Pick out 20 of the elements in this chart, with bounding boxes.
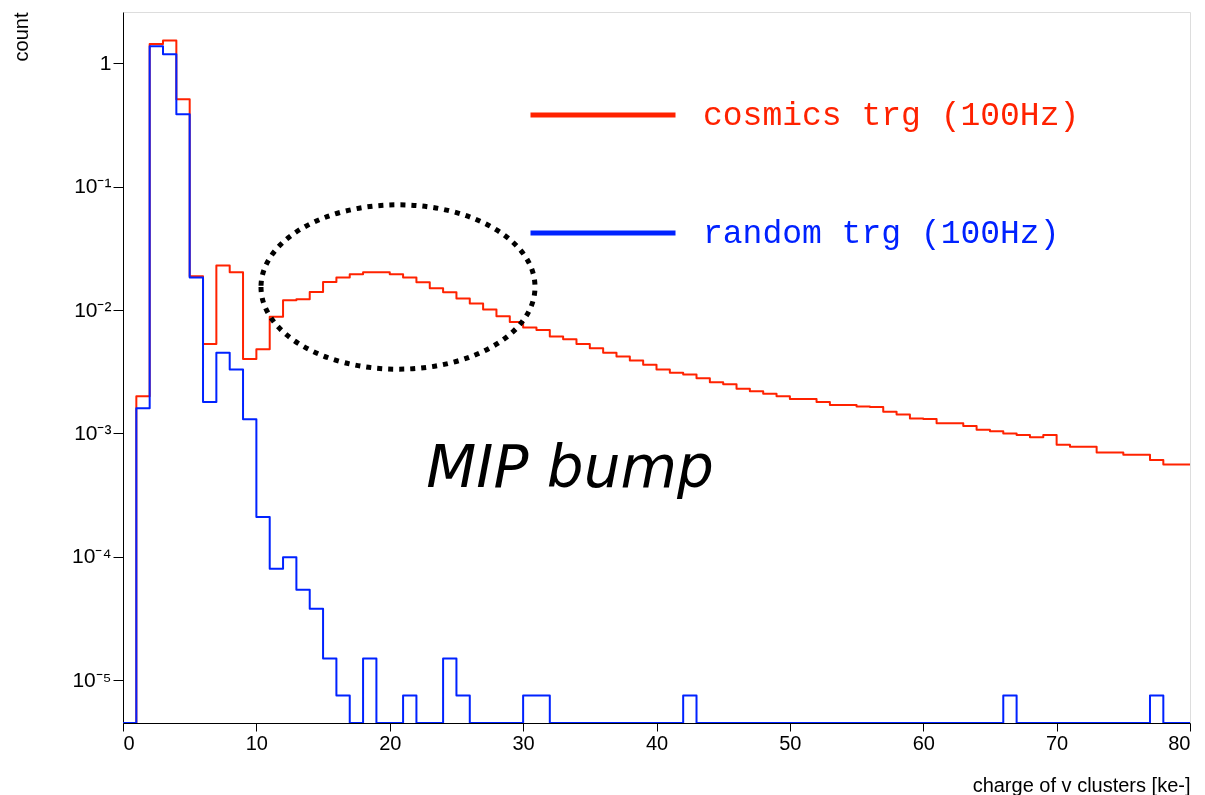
x-tick-label: 30 bbox=[512, 731, 535, 754]
y-tick-label: 10⁻² bbox=[74, 297, 112, 321]
y-tick-label: 10⁻⁵ bbox=[72, 667, 112, 691]
y-tick-label: 10⁻³ bbox=[74, 420, 112, 444]
y-tick-label: 1 bbox=[99, 50, 112, 74]
x-tick-label: 60 bbox=[912, 731, 935, 754]
y-axis-title: count bbox=[9, 12, 32, 62]
x-tick-label: 10 bbox=[245, 731, 268, 754]
x-tick-label: 50 bbox=[779, 731, 802, 754]
x-axis-title: charge of v clusters [ke-] bbox=[972, 773, 1191, 795]
x-tick-label: 40 bbox=[645, 731, 669, 754]
y-tick-label: 10⁻⁴ bbox=[72, 544, 112, 568]
y-tick-label: 10⁻¹ bbox=[74, 174, 112, 198]
x-tick-label: 80 bbox=[1168, 731, 1191, 754]
x-tick-label: 70 bbox=[1046, 731, 1069, 754]
legend-label: random trg (100Hz) bbox=[703, 216, 1060, 253]
x-tick-label: 0 bbox=[123, 731, 135, 754]
annotation: MIP bump bbox=[426, 433, 714, 501]
x-tick-label: 20 bbox=[379, 731, 402, 754]
legend-label: cosmics trg (100Hz) bbox=[703, 98, 1080, 135]
